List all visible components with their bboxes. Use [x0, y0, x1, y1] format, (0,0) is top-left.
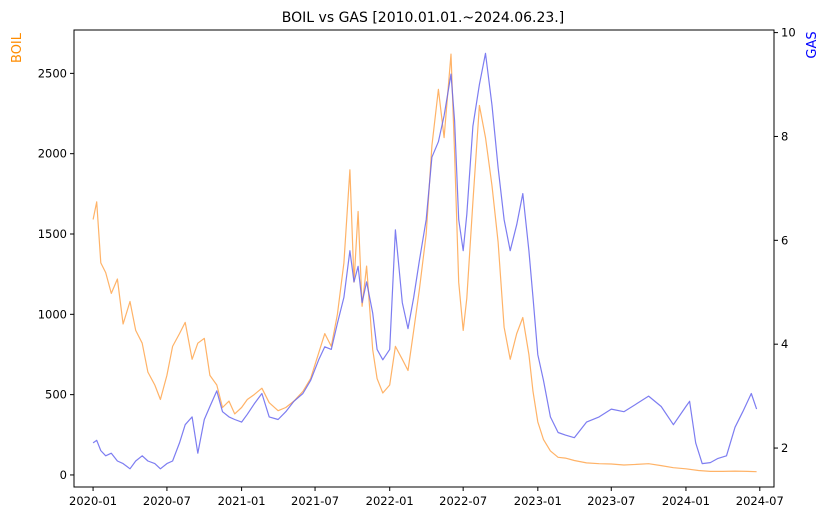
- right-y-tick-label: 2: [781, 441, 788, 455]
- plot-frame: [73, 29, 775, 488]
- series-line-right: [92, 52, 758, 470]
- series-layer: [92, 52, 758, 473]
- x-tick-label: 2020-07: [143, 494, 191, 508]
- right-y-tick-label: 6: [781, 233, 788, 247]
- left-y-tick-label: 1000: [38, 307, 67, 321]
- x-tick-label: 2024-07: [736, 494, 784, 508]
- axes-layer: 2020-01 2020-07 2021-01 2021-07 2022-01 2022-…: [38, 26, 796, 508]
- x-tick-label: 2021-01: [218, 494, 266, 508]
- left-y-tick-label: 1500: [38, 227, 67, 241]
- left-y-tick-label: 0: [60, 468, 67, 482]
- left-axis-label: BOIL: [10, 32, 25, 63]
- right-y-tick-label: 8: [781, 129, 788, 143]
- x-tick-label: 2021-07: [291, 494, 339, 508]
- left-y-tick-label: 2000: [38, 147, 67, 161]
- x-tick-label: 2023-07: [587, 494, 635, 508]
- x-tick-label: 2024-01: [662, 494, 710, 508]
- chart-title: BOIL vs GAS [2010.01.01.~2024.06.23.]: [282, 10, 564, 26]
- left-y-tick-label: 2500: [38, 66, 67, 80]
- x-tick-label: 2022-07: [439, 494, 487, 508]
- left-y-tick-label: 500: [45, 388, 67, 402]
- series-line-left: [92, 53, 757, 473]
- x-tick-label: 2022-01: [366, 494, 414, 508]
- right-y-tick-label: 10: [781, 26, 796, 40]
- right-y-tick-label: 4: [781, 337, 788, 351]
- x-tick-label: 2020-01: [69, 494, 117, 508]
- right-axis-label: GAS: [805, 31, 820, 58]
- x-tick-label: 2023-01: [514, 494, 562, 508]
